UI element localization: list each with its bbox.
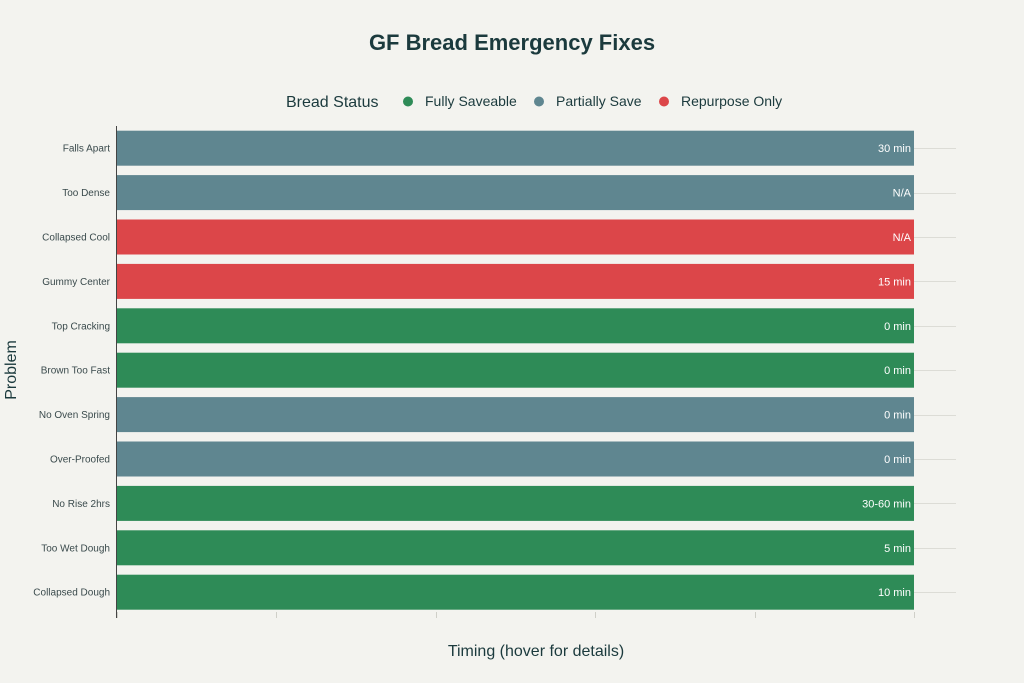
legend-label-2: Repurpose Only [681,93,782,109]
chart-title: GF Bread Emergency Fixes [369,30,655,55]
legend-marker-2 [659,96,669,107]
bar-no-oven-spring[interactable] [117,397,914,433]
y-tick-label: No Oven Spring [39,410,110,421]
bar-value-label: 30 min [878,143,911,155]
bar-top-cracking[interactable] [117,308,914,344]
bar-value-label: 0 min [884,365,911,377]
y-tick-label: Collapsed Cool [42,233,110,244]
bar-falls-apart[interactable] [117,130,914,166]
y-tick-label: Over-Proofed [50,455,110,466]
legend-label-1: Partially Save [556,93,642,109]
bar-too-wet-dough[interactable] [117,530,914,566]
bar-value-label: 0 min [884,321,911,333]
y-tick-label: Top Cracking [52,321,110,332]
y-tick-label: No Rise 2hrs [52,499,110,510]
bar-collapsed-dough[interactable] [117,574,914,610]
bar-value-label: N/A [893,188,912,200]
bar-too-dense[interactable] [117,175,914,211]
bar-value-label: 15 min [878,276,911,288]
bar-no-rise-2hrs[interactable] [117,485,914,521]
bar-value-label: 30-60 min [862,498,911,510]
legend: Bread Status Fully Saveable Partially Sav… [286,93,782,111]
x-axis-title: Timing (hover for details) [448,643,624,660]
legend-marker-1 [534,96,544,107]
bar-value-label: 10 min [878,587,911,599]
legend-title: Bread Status [286,94,379,111]
bar-value-label: 5 min [884,543,911,555]
legend-label-0: Fully Saveable [425,93,517,109]
bar-value-label: 0 min [884,454,911,466]
y-tick-label: Brown Too Fast [41,366,111,377]
y-tick-label: Gummy Center [42,277,110,288]
y-tick-label: Collapsed Dough [33,588,110,599]
bar-collapsed-cool[interactable] [117,219,914,255]
bars: 30 min N/A N/A 15 min 0 min 0 min 0 min 0 min 30… [117,130,914,610]
bar-over-proofed[interactable] [117,441,914,477]
y-axis-title: Problem [3,340,20,400]
bar-value-label: N/A [893,232,912,244]
y-tick-label: Falls Apart [63,144,110,155]
y-tick-label: Too Wet Dough [41,543,110,554]
legend-marker-0 [403,96,413,107]
bar-gummy-center[interactable] [117,263,914,299]
y-tick-labels: Falls Apart Too Dense Collapsed Cool Gummy … [33,144,110,599]
bar-value-label: 0 min [884,410,911,422]
bar-brown-too-fast[interactable] [117,352,914,388]
y-tick-label: Too Dense [62,188,110,199]
